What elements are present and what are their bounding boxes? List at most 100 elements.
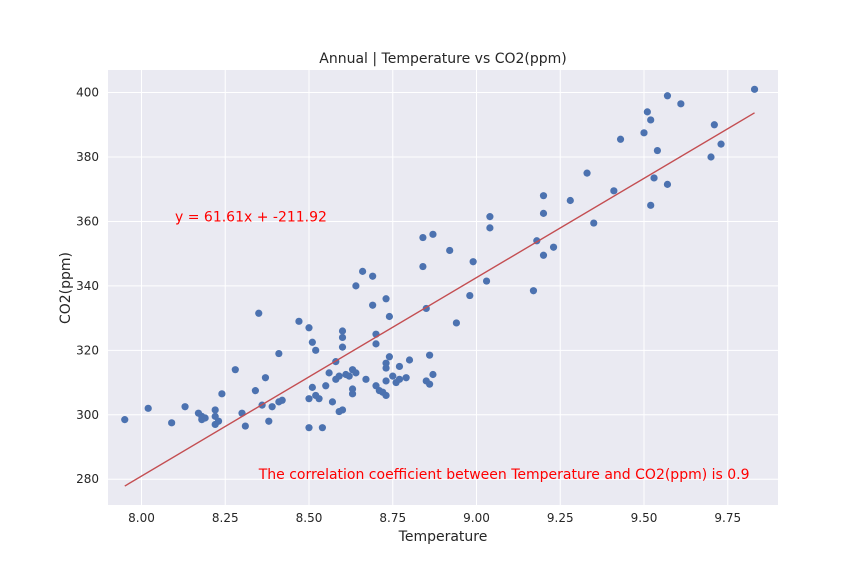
data-point bbox=[268, 403, 276, 411]
data-point bbox=[278, 396, 286, 404]
data-point bbox=[539, 192, 548, 200]
data-point bbox=[251, 387, 259, 395]
regression-equation: y = 61.61x + -211.92 bbox=[175, 209, 327, 225]
data-point bbox=[426, 380, 434, 388]
data-point bbox=[566, 196, 574, 205]
data-point bbox=[318, 424, 326, 432]
data-point bbox=[429, 230, 437, 238]
data-point bbox=[426, 351, 434, 359]
data-point bbox=[275, 349, 283, 358]
data-point bbox=[640, 129, 648, 137]
data-point bbox=[663, 180, 672, 188]
y-tick-label: 320 bbox=[76, 343, 99, 357]
data-point bbox=[583, 169, 591, 177]
data-point bbox=[710, 121, 718, 129]
y-tick-label: 280 bbox=[76, 472, 99, 486]
data-point bbox=[385, 312, 393, 321]
data-point bbox=[214, 417, 223, 425]
data-point bbox=[382, 295, 390, 303]
y-tick-label: 400 bbox=[76, 86, 99, 100]
data-point bbox=[539, 209, 548, 217]
x-tick-label: 8.50 bbox=[296, 511, 323, 525]
data-point bbox=[446, 246, 454, 255]
data-point bbox=[486, 224, 494, 232]
data-point bbox=[402, 374, 410, 382]
data-point bbox=[231, 366, 239, 374]
data-point bbox=[395, 362, 404, 371]
data-point bbox=[750, 85, 759, 93]
data-point bbox=[647, 201, 655, 209]
data-point bbox=[677, 100, 685, 108]
data-point bbox=[369, 301, 377, 309]
chart-title: Annual | Temperature vs CO2(ppm) bbox=[319, 51, 566, 67]
data-point bbox=[144, 404, 152, 412]
x-tick-label: 8.75 bbox=[379, 511, 406, 525]
data-point bbox=[382, 359, 390, 367]
data-point bbox=[338, 327, 347, 335]
data-point bbox=[295, 317, 303, 325]
data-point bbox=[322, 382, 330, 390]
data-point bbox=[241, 422, 249, 430]
data-point bbox=[707, 153, 715, 161]
data-point bbox=[382, 391, 390, 400]
x-tick-label: 9.50 bbox=[631, 511, 658, 525]
data-point bbox=[717, 140, 725, 148]
data-point bbox=[452, 319, 460, 327]
data-point bbox=[261, 374, 270, 382]
x-axis-label: Temperature bbox=[398, 529, 488, 545]
data-point bbox=[308, 338, 316, 346]
data-point bbox=[369, 272, 377, 280]
data-point bbox=[486, 213, 494, 221]
data-point bbox=[348, 390, 357, 398]
y-axis-label: CO2(ppm) bbox=[58, 252, 74, 324]
data-point bbox=[643, 108, 651, 116]
correlation-annotation: The correlation coefficient between Temp… bbox=[258, 467, 750, 483]
data-point bbox=[653, 146, 662, 155]
data-point bbox=[419, 262, 427, 271]
x-tick-label: 8.00 bbox=[128, 511, 155, 525]
data-point bbox=[198, 416, 206, 424]
data-point bbox=[419, 233, 427, 242]
data-point bbox=[590, 219, 598, 227]
data-point bbox=[359, 267, 367, 275]
data-point bbox=[308, 383, 316, 391]
data-point bbox=[385, 353, 393, 361]
data-points bbox=[121, 85, 759, 432]
data-point bbox=[345, 372, 353, 380]
data-point bbox=[647, 116, 655, 124]
data-point bbox=[610, 187, 618, 195]
data-point bbox=[372, 340, 380, 348]
data-point bbox=[312, 346, 320, 354]
data-point bbox=[529, 287, 538, 295]
data-point bbox=[469, 258, 477, 266]
grid-lines bbox=[108, 70, 778, 505]
x-tick-label: 9.00 bbox=[463, 511, 490, 525]
data-point bbox=[218, 390, 226, 398]
data-point bbox=[616, 135, 625, 143]
data-point bbox=[335, 372, 343, 380]
y-tick-label: 380 bbox=[76, 150, 99, 164]
data-point bbox=[549, 243, 558, 251]
data-point bbox=[211, 406, 219, 414]
data-point bbox=[382, 377, 390, 385]
data-point bbox=[315, 395, 323, 403]
data-point bbox=[255, 309, 263, 317]
data-point bbox=[181, 403, 189, 411]
data-point bbox=[663, 92, 672, 100]
data-point bbox=[429, 370, 437, 379]
data-point bbox=[168, 419, 176, 427]
x-tick-label: 8.25 bbox=[212, 511, 239, 525]
data-point bbox=[466, 291, 474, 300]
y-tick-label: 300 bbox=[76, 408, 99, 422]
data-point bbox=[395, 375, 404, 383]
x-axis-ticks: 8.00 8.25 8.50 8.75 9.00 9.25 9.50 9.75 bbox=[128, 511, 741, 525]
data-point bbox=[338, 406, 347, 414]
data-point bbox=[338, 343, 347, 351]
data-point bbox=[352, 282, 360, 290]
data-point bbox=[328, 398, 337, 406]
data-point bbox=[265, 417, 273, 425]
data-point bbox=[305, 324, 313, 332]
regression-line bbox=[124, 112, 755, 487]
data-point bbox=[305, 395, 313, 403]
